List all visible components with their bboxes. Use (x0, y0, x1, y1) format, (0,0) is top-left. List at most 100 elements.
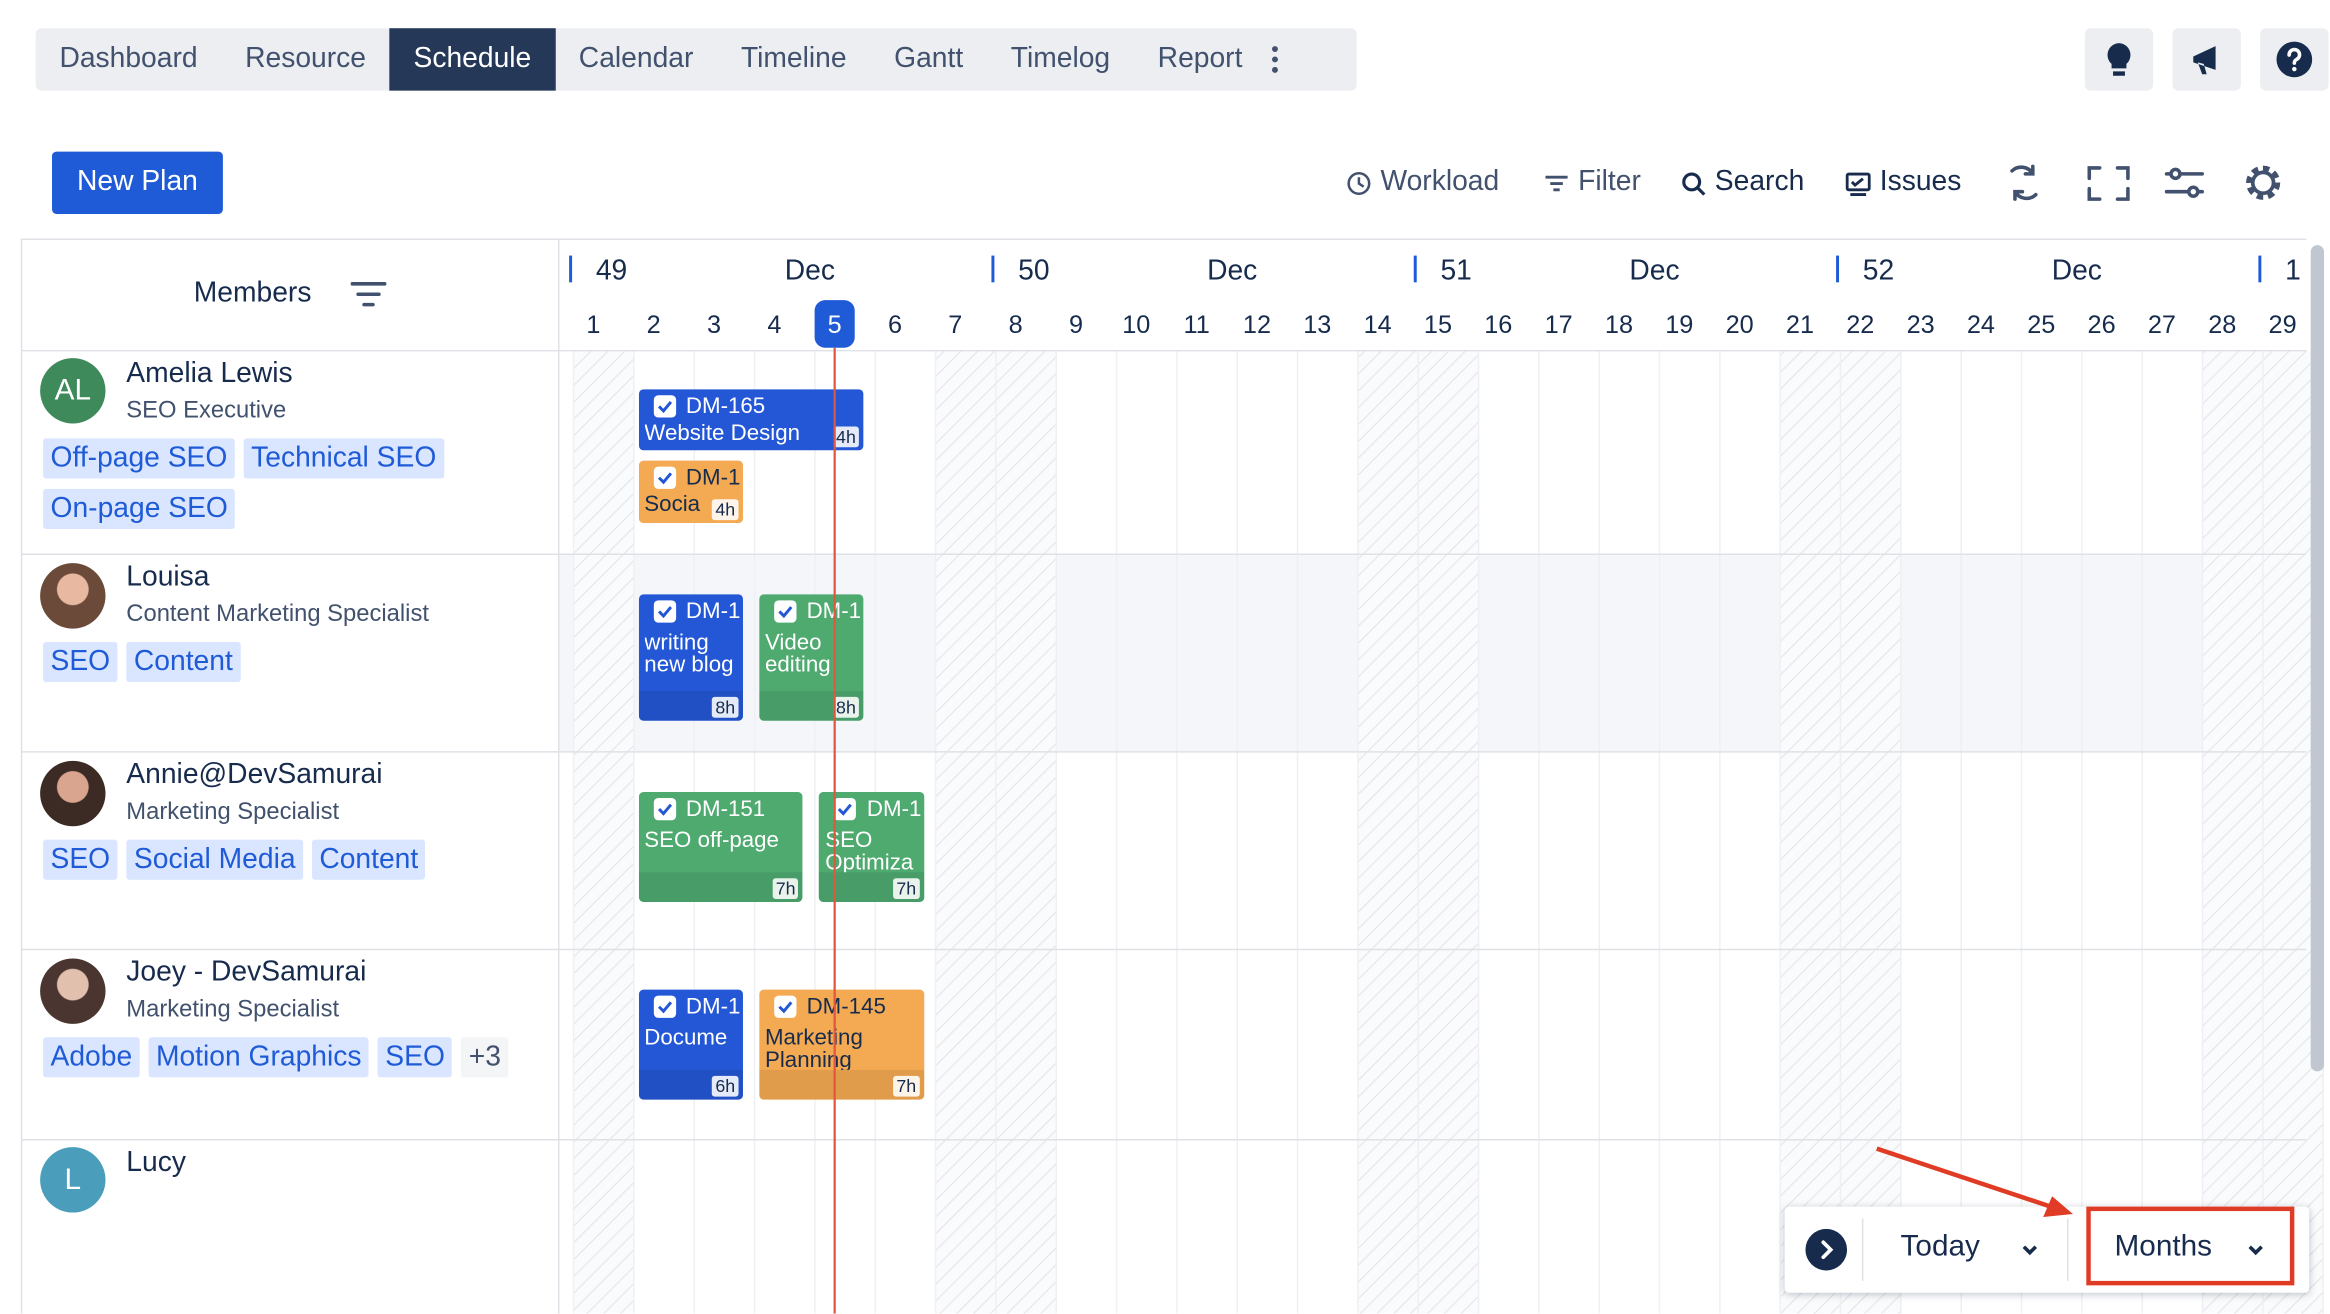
check-icon (657, 401, 672, 414)
task-card[interactable]: DM-1 SEO Optimiza 7h (819, 792, 924, 902)
avatar-photo (40, 760, 106, 827)
help-button[interactable] (2260, 28, 2329, 91)
task-hours: 6h (712, 1075, 739, 1097)
nav-tab[interactable]: Schedule (389, 28, 556, 91)
task-card[interactable]: DM-1 Docume 6h (638, 989, 743, 1100)
nav-tab[interactable]: Timelog (987, 28, 1134, 90)
separator (1861, 1218, 1864, 1281)
checkbox (653, 797, 676, 821)
task-title: Docume (644, 1026, 728, 1051)
task-id: DM-1 (685, 994, 741, 1020)
day-label: 29 (2269, 311, 2297, 339)
skill-tag: Adobe (43, 1037, 140, 1078)
megaphone-icon (2193, 46, 2216, 75)
toolbar-action[interactable]: Search (1681, 160, 1804, 205)
day-label: 18 (1605, 311, 1633, 339)
next-button[interactable] (1805, 1228, 1848, 1271)
nav-tab[interactable]: Gantt (870, 28, 987, 90)
check-icon (838, 803, 853, 816)
day-label: 24 (1967, 311, 1995, 339)
task-id: DM-1 (866, 796, 922, 822)
chevron-icon (2022, 1245, 2038, 1256)
range-select[interactable]: Months (2114, 1230, 2213, 1264)
task-card[interactable]: DM-1 Socia 4h (638, 460, 743, 524)
nav-tab[interactable]: Resource (221, 28, 389, 90)
day-label: 5 (828, 311, 842, 339)
tips-button[interactable] (2084, 28, 2154, 91)
month-label: Dec (1629, 253, 1679, 285)
member-role: Marketing Specialist (126, 799, 340, 825)
scrollbar[interactable] (2310, 245, 2325, 1072)
day-label: 22 (1846, 311, 1874, 339)
task-card[interactable]: DM-145 Marketing Planning 7h (759, 989, 924, 1100)
member-name: Louisa (126, 561, 210, 593)
members-title: Members (193, 277, 312, 310)
member-role: Content Marketing Specialist (126, 601, 429, 628)
day-label: 1 (586, 311, 600, 339)
more-tags[interactable]: +3 (461, 1037, 509, 1078)
view-controls: Today Months (1784, 1206, 2310, 1293)
skill-tag: Content (311, 839, 426, 880)
avatar-photo (40, 958, 106, 1024)
task-hours: 4h (833, 426, 859, 448)
highlight-box (2086, 1206, 2295, 1286)
weekend-column (935, 350, 996, 1314)
bulb-icon (2107, 43, 2131, 76)
week-number: 1 (2285, 253, 2301, 285)
checkbox (653, 466, 676, 489)
week-number: 50 (1018, 253, 1049, 285)
toolbar-action[interactable]: Filter (1544, 160, 1641, 205)
task-card[interactable]: DM-1 Video editing 8h (759, 594, 864, 721)
toolbar-icons (2010, 164, 2281, 201)
new-plan-button[interactable]: New Plan (52, 151, 223, 214)
week-number: 49 (596, 253, 627, 285)
day-label: 13 (1303, 311, 1331, 339)
toolbar-action[interactable]: Issues (1845, 160, 1962, 205)
check-icon (778, 606, 793, 619)
checkbox (653, 600, 676, 623)
sync-icon[interactable] (2010, 164, 2038, 201)
task-title: Website Design (644, 422, 801, 446)
chevron-icon (2248, 1245, 2263, 1256)
toolbar-action[interactable]: Workload (1346, 160, 1499, 205)
more-menu[interactable] (1272, 46, 1279, 73)
gear-icon[interactable] (2246, 165, 2281, 200)
member-name: Joey - DevSamurai (126, 956, 367, 989)
day-label: 4 (767, 311, 781, 339)
today-select[interactable]: Today (1900, 1230, 1980, 1264)
nav-tab[interactable]: Timeline (717, 28, 870, 90)
day-label: 25 (2027, 311, 2055, 339)
checkbox (653, 995, 676, 1018)
check-icon (657, 606, 672, 619)
sort-icon[interactable] (350, 279, 386, 309)
day-label: 20 (1726, 311, 1754, 339)
day-label: 16 (1484, 311, 1512, 339)
nav-tab[interactable]: Calendar (555, 28, 717, 90)
action-icon (1682, 171, 1706, 195)
nav-tab[interactable]: Report (1134, 28, 1266, 90)
task-hours: 7h (893, 1075, 920, 1097)
month-label: Dec (1207, 253, 1257, 285)
day-label: 2 (647, 311, 661, 339)
task-title: SEO off-page (644, 829, 779, 853)
task-hours: 4h (712, 499, 739, 521)
task-card[interactable]: DM-1 writing new blog 8h (638, 594, 743, 721)
check-icon (778, 1001, 793, 1014)
announcement-button[interactable] (2172, 28, 2241, 91)
checkbox (834, 797, 857, 821)
nav-tab[interactable]: Dashboard (36, 28, 222, 90)
action-label: Issues (1879, 166, 1962, 198)
task-card[interactable]: DM-165 Website Design 4h (638, 389, 864, 451)
week-number: 51 (1440, 253, 1471, 285)
skill-tag: On-page SEO (43, 488, 236, 530)
task-title: Video editing (764, 631, 831, 678)
fullscreen-icon[interactable] (2087, 166, 2130, 201)
action-label: Workload (1380, 166, 1500, 198)
day-label: 11 (1184, 311, 1210, 339)
task-card[interactable]: DM-151 SEO off-page 7h (638, 792, 804, 902)
nav-bar: Dashboard Resource Schedule Calendar Timelin… (35, 28, 1357, 91)
check-icon (657, 1001, 672, 1014)
task-id: DM-165 (685, 393, 766, 420)
task-hours: 8h (833, 696, 859, 718)
